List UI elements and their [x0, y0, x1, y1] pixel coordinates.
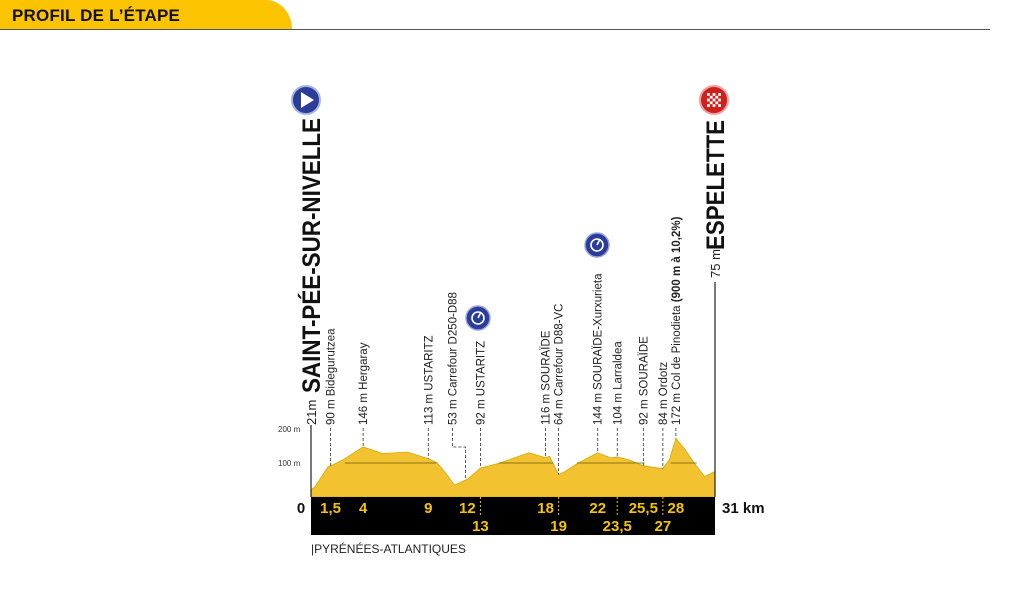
km-label: 22	[589, 500, 606, 517]
waypoint-label: 84 m Ordotz	[658, 361, 670, 425]
waypoint-dashed-line	[451, 428, 466, 480]
waypoint-label: 113 m USTARITZ	[423, 335, 435, 425]
waypoint-label: 90 m Bidegurutzea	[326, 328, 338, 425]
x-start-label: 0	[297, 500, 305, 517]
y-tick-label: 100 m	[278, 459, 301, 468]
start-altitude: 21m	[304, 400, 319, 425]
waypoint-label: 92 m SOURAÏDE	[638, 336, 650, 425]
elevation-profile-area	[310, 437, 716, 498]
km-label: 25,5	[629, 500, 658, 517]
checkered-square	[715, 95, 719, 99]
checkered-square	[709, 101, 713, 105]
intermediate-point-icon-ring	[590, 238, 604, 252]
km-label: 27	[655, 518, 672, 535]
region-label: |PYRÉNÉES-ATLANTIQUES	[311, 541, 466, 556]
checkered-square	[718, 93, 721, 96]
checkered-square	[707, 104, 710, 107]
waypoint-label: 172 m Col de Pinodieta (900 m à 10,2%)	[671, 216, 683, 425]
checkered-square	[707, 93, 710, 96]
waypoint-label: 144 m SOURAÏDE-Xurxurieta	[593, 273, 605, 425]
finish-altitude: 75 m	[708, 249, 723, 278]
x-end-label: 31 km	[722, 500, 765, 517]
checkered-square	[712, 98, 716, 102]
km-label: 9	[424, 500, 432, 517]
waypoint-label: 92 m USTARITZ	[475, 341, 487, 425]
km-label: 13	[472, 518, 489, 535]
checkered-square	[715, 101, 719, 105]
checkered-square	[707, 98, 710, 102]
waypoint-label: 116 m SOURAÏDE	[541, 330, 553, 425]
intermediate-point-icon-arrow	[477, 311, 482, 319]
km-label: 19	[550, 518, 567, 535]
header-divider	[0, 29, 990, 30]
intermediate-point-icon-ring	[471, 311, 485, 325]
waypoint-label: 64 m Carrefour D88-VC	[554, 304, 566, 425]
waypoint-label: 53 m Carrefour D250-D88	[447, 292, 459, 425]
km-label: 12	[459, 500, 476, 517]
checkered-square	[712, 104, 716, 107]
intermediate-point-icon-arrow	[596, 238, 601, 246]
km-label: 1,5	[320, 500, 341, 517]
start-play-triangle	[301, 92, 314, 108]
checkered-square	[718, 104, 721, 107]
checkered-square	[712, 93, 716, 96]
checkered-square	[718, 98, 721, 102]
km-label: 28	[668, 500, 685, 517]
start-town-name: SAINT-PÉE-SUR-NIVELLE	[297, 118, 326, 393]
km-label: 4	[359, 500, 368, 517]
page-title: PROFIL DE L’ÉTAPE	[12, 6, 181, 25]
waypoint-label: 146 m Hergaray	[358, 342, 370, 425]
header-tab: PROFIL DE L’ÉTAPE	[0, 0, 292, 29]
finish-town-name: ESPELETTE	[702, 120, 730, 250]
checkered-square	[709, 95, 713, 99]
km-label: 18	[537, 500, 554, 517]
km-label: 23,5	[603, 518, 632, 535]
y-tick-label: 200 m	[278, 425, 301, 434]
km-band	[311, 497, 715, 535]
waypoint-label: 104 m Larraldea	[612, 341, 624, 425]
